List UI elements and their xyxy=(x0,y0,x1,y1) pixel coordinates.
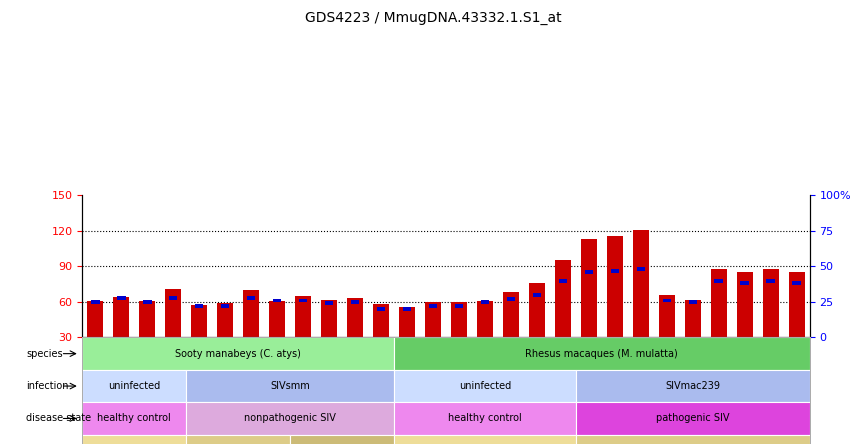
Bar xyxy=(351,300,359,304)
Bar xyxy=(243,290,259,337)
Bar xyxy=(585,270,593,274)
Bar xyxy=(425,302,441,337)
Text: healthy control: healthy control xyxy=(97,413,171,424)
Bar xyxy=(555,261,571,337)
Text: Rhesus macaques (M. mulatta): Rhesus macaques (M. mulatta) xyxy=(526,349,678,359)
Bar xyxy=(766,279,775,282)
Bar xyxy=(581,239,597,337)
Bar xyxy=(403,307,411,311)
Bar xyxy=(607,236,623,337)
Text: Sooty manabeys (C. atys): Sooty manabeys (C. atys) xyxy=(175,349,301,359)
Bar xyxy=(451,302,467,337)
Bar xyxy=(633,230,649,337)
Bar xyxy=(113,297,129,337)
Bar xyxy=(559,279,567,282)
Bar xyxy=(195,304,204,308)
Bar xyxy=(325,301,333,305)
Bar xyxy=(737,272,753,337)
Text: uninfected: uninfected xyxy=(459,381,511,391)
Bar xyxy=(792,281,801,285)
Bar xyxy=(711,269,727,337)
Bar xyxy=(191,305,207,337)
Bar xyxy=(662,298,671,302)
Bar xyxy=(347,298,363,337)
Text: infection: infection xyxy=(26,381,68,391)
Bar xyxy=(481,300,489,304)
Text: SIVsmm: SIVsmm xyxy=(270,381,310,391)
Bar xyxy=(763,269,779,337)
Bar xyxy=(221,304,229,308)
Bar xyxy=(477,301,493,337)
Bar xyxy=(87,301,103,337)
Bar xyxy=(637,267,645,271)
Bar xyxy=(299,298,307,302)
Bar xyxy=(659,295,675,337)
Bar xyxy=(429,304,437,308)
Bar xyxy=(611,269,619,273)
Bar xyxy=(91,300,100,304)
Bar xyxy=(533,293,541,297)
Bar xyxy=(688,300,697,304)
Text: uninfected: uninfected xyxy=(108,381,160,391)
Bar xyxy=(273,298,281,302)
Bar xyxy=(789,272,805,337)
Bar xyxy=(740,281,749,285)
Bar xyxy=(529,283,545,337)
Bar xyxy=(247,296,255,300)
Bar xyxy=(143,300,152,304)
Bar xyxy=(117,296,126,300)
Text: GDS4223 / MmugDNA.43332.1.S1_at: GDS4223 / MmugDNA.43332.1.S1_at xyxy=(305,11,561,25)
Bar xyxy=(685,300,701,337)
Bar xyxy=(139,301,155,337)
Bar xyxy=(165,289,181,337)
Bar xyxy=(714,279,723,282)
Bar xyxy=(269,301,285,337)
Bar xyxy=(507,297,515,301)
Text: species: species xyxy=(26,349,62,359)
Bar xyxy=(377,307,385,311)
Bar xyxy=(503,293,519,337)
Bar xyxy=(169,296,178,300)
Text: SIVmac239: SIVmac239 xyxy=(665,381,721,391)
Bar xyxy=(295,296,311,337)
Bar xyxy=(399,307,415,337)
Bar xyxy=(321,300,337,337)
Bar xyxy=(455,304,463,308)
Text: nonpathogenic SIV: nonpathogenic SIV xyxy=(244,413,336,424)
Bar xyxy=(373,304,389,337)
Text: healthy control: healthy control xyxy=(448,413,522,424)
Text: pathogenic SIV: pathogenic SIV xyxy=(656,413,729,424)
Bar xyxy=(217,303,233,337)
Text: disease state: disease state xyxy=(26,413,91,424)
